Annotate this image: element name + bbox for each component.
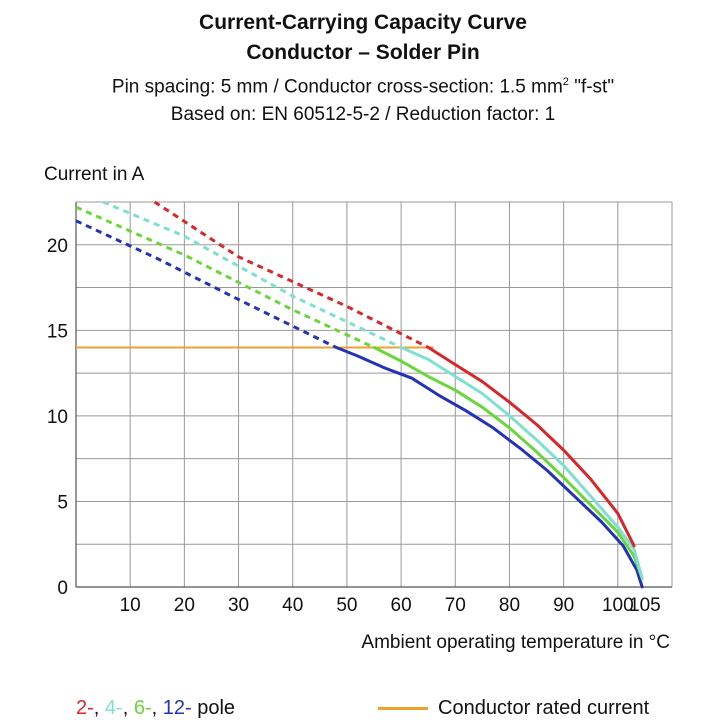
rated-current-swatch <box>378 707 428 710</box>
chart-standard-line: Based on: EN 60512-5-2 / Reduction facto… <box>170 104 556 126</box>
chart-title-block: Current-Carrying Capacity Curve Conducto… <box>0 8 726 129</box>
pole-legend-part: 6- <box>133 697 152 719</box>
pole-legend-part: pole <box>191 697 236 719</box>
x-tick-label: 40 <box>282 595 303 616</box>
series-line-dashed <box>75 219 337 349</box>
series-line-solid <box>399 345 644 580</box>
y-tick-label: 0 <box>57 578 68 599</box>
x-tick-label: 90 <box>553 595 574 616</box>
spec-suffix: "f-st" <box>568 76 615 98</box>
x-tick-label: 60 <box>391 595 412 616</box>
pole-legend-part: 12- <box>162 697 192 719</box>
series-line-dashed <box>102 200 402 349</box>
rated-current-legend-label: Conductor rated current <box>438 697 650 719</box>
chart-title: Current-Carrying Capacity Curve <box>199 11 527 34</box>
x-tick-label: 20 <box>174 595 195 616</box>
y-tick-label: 15 <box>47 321 68 342</box>
spec-text: Pin spacing: 5 mm / Conductor cross-sect… <box>111 76 563 98</box>
x-tick-label: 105 <box>629 595 661 616</box>
x-tick-label: 100 <box>602 595 634 616</box>
x-tick-label: 10 <box>120 595 141 616</box>
series-line-solid <box>426 345 636 548</box>
y-tick-label: 20 <box>47 236 68 257</box>
chart-subtitle: Conductor – Solder Pin <box>246 41 480 64</box>
series-line-solid <box>334 345 644 589</box>
pole-legend: 2-, 4-, 6-, 12- pole <box>76 697 235 720</box>
pole-legend-part: , <box>93 697 105 719</box>
series-line-dashed <box>153 200 429 349</box>
pole-legend-part: 4- <box>104 697 123 719</box>
y-tick-label: 10 <box>47 407 68 428</box>
x-tick-label: 50 <box>336 595 357 616</box>
y-axis-label: Current in A <box>44 164 145 185</box>
x-tick-label: 80 <box>499 595 520 616</box>
pole-legend-part: , <box>122 697 134 719</box>
y-tick-label: 5 <box>57 492 68 513</box>
pole-legend-part: 2- <box>76 697 94 719</box>
series-line-dashed <box>75 205 375 349</box>
x-tick-label: 30 <box>228 595 249 616</box>
x-axis-label: Ambient operating temperature in °C <box>361 632 670 653</box>
spec-superscript: 2 <box>562 76 569 88</box>
x-tick-label: 70 <box>445 595 466 616</box>
chart-spec-line: Pin spacing: 5 mm / Conductor cross-sect… <box>0 68 726 101</box>
rated-current-legend: Conductor rated current <box>378 697 649 720</box>
pole-legend-part: , <box>151 697 163 719</box>
series-line-solid <box>372 345 644 580</box>
